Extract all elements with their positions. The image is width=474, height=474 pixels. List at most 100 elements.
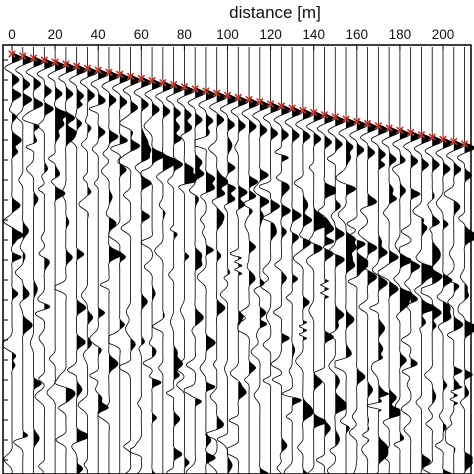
seismic-trace <box>165 47 185 474</box>
seismic-trace <box>97 47 121 474</box>
seismic-trace <box>22 47 45 474</box>
trace-fill <box>141 77 152 345</box>
first-break-pick-marker <box>180 83 189 91</box>
seismic-trace <box>259 47 282 474</box>
seismic-trace <box>358 47 378 474</box>
trace-fill <box>270 102 281 241</box>
seismic-trace <box>326 47 347 474</box>
first-break-pick-marker <box>8 50 16 58</box>
seismic-trace <box>237 47 260 474</box>
trace-fill <box>87 67 98 349</box>
trace-fill <box>421 133 433 469</box>
first-break-pick-marker <box>406 128 415 137</box>
seismic-trace <box>443 47 465 474</box>
trace-fill <box>108 71 120 374</box>
trace-fill <box>98 69 109 414</box>
trace-fill <box>464 142 474 472</box>
first-break-pick-marker <box>309 108 318 117</box>
seismic-trace <box>67 47 89 474</box>
seismic-trace <box>377 47 401 474</box>
seismic-trace <box>270 47 292 474</box>
first-break-pick-marker <box>29 54 38 62</box>
trace-fill <box>302 109 314 474</box>
seismic-trace <box>88 47 109 474</box>
seismic-trace <box>292 47 314 474</box>
first-break-pick-marker <box>62 60 70 68</box>
seismic-trace <box>119 47 141 474</box>
first-break-pick-marker <box>94 66 102 74</box>
trace-fill <box>324 113 336 437</box>
first-break-pick-marker <box>115 70 124 79</box>
trace-fill <box>389 127 401 419</box>
trace-fill <box>367 122 378 442</box>
seismic-trace <box>13 47 34 474</box>
first-break-pick-marker <box>72 62 81 70</box>
trace-fill <box>335 116 347 446</box>
seismic-trace <box>399 47 422 474</box>
trace-fill <box>313 111 325 429</box>
seismic-trace <box>108 47 131 474</box>
x-tick-label: 160 <box>346 27 369 42</box>
first-break-pick-marker <box>40 56 49 64</box>
first-break-pick-marker <box>277 102 286 110</box>
first-break-pick-marker <box>363 119 372 128</box>
x-axis-title: distance [m] <box>229 3 321 22</box>
seismic-trace <box>456 47 474 474</box>
first-break-pick-marker <box>385 124 393 132</box>
first-break-pick-marker <box>19 52 27 60</box>
first-break-pick-marker <box>148 76 156 85</box>
trace-fill <box>119 73 130 353</box>
trace-fill <box>152 79 164 474</box>
first-break-pick-marker <box>256 97 264 106</box>
trace-fill <box>184 85 196 468</box>
seismic-trace <box>205 47 229 474</box>
seismic-trace <box>174 47 196 474</box>
x-tick-label: 0 <box>8 27 16 42</box>
seismic-trace <box>194 47 217 474</box>
first-break-pick-marker <box>374 122 383 130</box>
trace-fill <box>173 83 184 461</box>
x-tick-label: 140 <box>302 27 325 42</box>
first-break-pick-marker <box>396 126 404 135</box>
seismic-trace <box>129 47 152 474</box>
first-break-pick-marker <box>288 104 296 112</box>
seismic-trace <box>366 47 390 474</box>
first-break-pick-marker <box>159 78 167 87</box>
seismic-trace <box>346 47 369 474</box>
trace-fill <box>205 90 217 464</box>
trace-fill <box>453 140 464 453</box>
trace-fill <box>22 55 33 438</box>
first-break-pick-marker <box>245 95 253 104</box>
first-break-pick-marker <box>212 89 221 97</box>
seismic-trace <box>281 47 303 474</box>
trace-fill <box>216 92 228 430</box>
seismic-trace <box>435 47 454 474</box>
first-break-pick-marker <box>320 110 329 119</box>
trace-fill <box>55 61 67 201</box>
trace-fill <box>346 118 357 433</box>
x-tick-label: 60 <box>134 27 149 42</box>
x-tick-label: 40 <box>91 27 106 42</box>
first-break-pick-marker <box>202 87 210 95</box>
seismic-trace <box>140 47 164 474</box>
trace-fill <box>249 98 260 375</box>
seismic-trace <box>250 47 271 474</box>
trace-fill <box>238 96 249 400</box>
seismic-trace <box>412 47 433 474</box>
first-break-pick-marker <box>460 140 469 148</box>
first-break-pick-marker <box>223 91 232 100</box>
trace-fill <box>130 75 141 352</box>
trace-fill <box>44 59 55 310</box>
seismic-trace <box>420 47 443 474</box>
trace-fill <box>356 120 368 386</box>
first-break-pick-marker <box>299 106 307 115</box>
x-tick-label: 100 <box>216 27 239 42</box>
x-tick-label: 180 <box>389 27 412 42</box>
first-break-pick-marker <box>342 115 350 123</box>
seismic-trace <box>183 47 206 474</box>
x-tick-label: 200 <box>432 27 455 42</box>
x-tick-label: 80 <box>177 27 192 42</box>
seismic-trace <box>54 47 77 474</box>
seismic-trace <box>46 47 67 474</box>
first-break-pick-marker <box>450 137 458 146</box>
